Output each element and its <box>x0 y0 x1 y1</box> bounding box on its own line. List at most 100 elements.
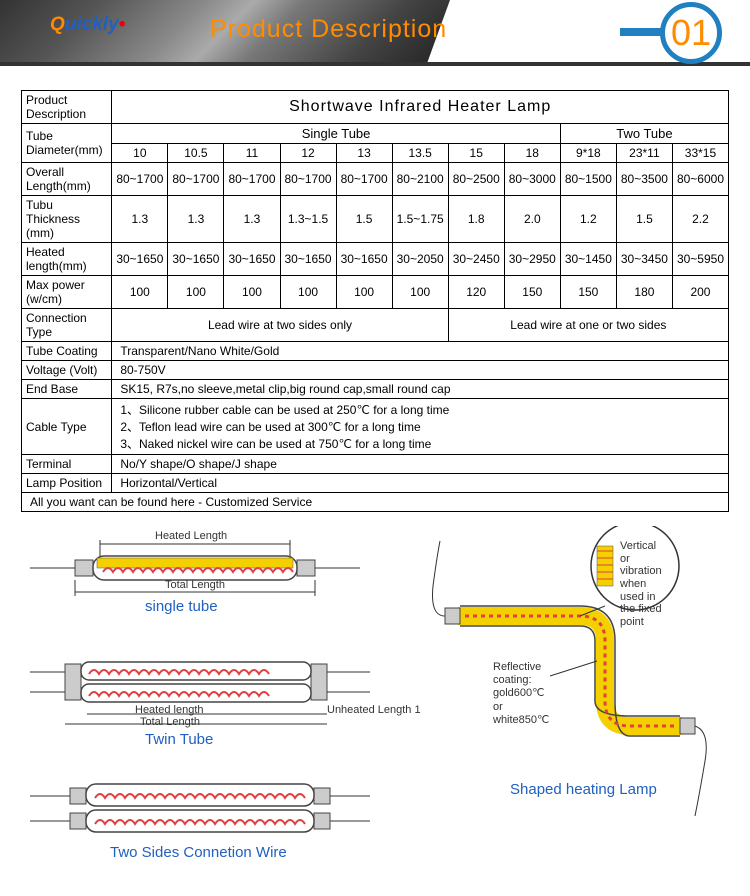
table-cell: 200 <box>672 276 728 309</box>
caption-single-tube: single tube <box>145 598 218 615</box>
table-cell: 30~2050 <box>392 243 448 276</box>
row-overall-length: Overall Length(mm) 80~1700 80~1700 80~17… <box>22 163 729 196</box>
label-heated-length2: Heated length <box>135 704 204 716</box>
number-bar <box>620 28 665 36</box>
table-cell: 100 <box>168 276 224 309</box>
label-total-length2: Total Length <box>140 716 200 728</box>
table-cell: 2.0 <box>504 196 560 243</box>
table-cell: 150 <box>504 276 560 309</box>
table-cell: 30~2450 <box>448 243 504 276</box>
table-cell: 1.5~1.75 <box>392 196 448 243</box>
caption-twin-tube: Twin Tube <box>145 731 213 748</box>
table-cell: Lead wire at one or two sides <box>448 309 728 342</box>
table-cell: 80~3500 <box>616 163 672 196</box>
table-cell: 13 <box>336 144 392 163</box>
cell-single-tube: Single Tube <box>112 124 561 144</box>
note-reflective: Reflective coating: gold600℃ or white850… <box>493 661 549 727</box>
table-cell: 30~1450 <box>560 243 616 276</box>
note-vertical: Vertical or vibration when used in the f… <box>620 540 662 628</box>
table-cell: 80~1700 <box>224 163 280 196</box>
table-cell: Max power (w/cm) <box>22 276 112 309</box>
row-conn-type: Connection Type Lead wire at two sides o… <box>22 309 729 342</box>
table-cell: 30~5950 <box>672 243 728 276</box>
table-cell: 100 <box>112 276 168 309</box>
row-tube-thick: Tubu Thickness (mm) 1.3 1.3 1.3 1.3~1.5 … <box>22 196 729 243</box>
label-total-length: Total Length <box>165 579 225 591</box>
table-cell: 30~1650 <box>168 243 224 276</box>
caption-two-sides: Two Sides Connetion Wire <box>110 844 287 861</box>
table-cell: Lamp Position <box>22 474 112 493</box>
table-cell: Horizontal/Vertical <box>112 474 729 493</box>
row-tube-coating: Tube Coating Transparent/Nano White/Gold <box>22 342 729 361</box>
logo: Quickly• <box>50 14 125 36</box>
table-cell: Tube Coating <box>22 342 112 361</box>
table-cell: 1、Silicone rubber cable can be used at 2… <box>112 399 729 455</box>
table-cell: 1.8 <box>448 196 504 243</box>
cell-two-tube: Two Tube <box>560 124 728 144</box>
table-cell: Transparent/Nano White/Gold <box>112 342 729 361</box>
diagram-single-tube: Heated Length Total Length single tube <box>25 526 365 616</box>
table-cell: 30~1650 <box>336 243 392 276</box>
diagrams-area: Heated Length Total Length single tube H… <box>15 526 735 896</box>
table-cell: 2.2 <box>672 196 728 243</box>
table-cell: Lead wire at two sides only <box>112 309 448 342</box>
caption-shaped: Shaped heating Lamp <box>510 781 657 798</box>
diagram-shaped-lamp: Vertical or vibration when used in the f… <box>425 526 725 841</box>
table-cell: 80~2100 <box>392 163 448 196</box>
page-title: Product Description <box>210 15 447 44</box>
table-cell: SK15, R7s,no sleeve,metal clip,big round… <box>112 380 729 399</box>
label-heated-length: Heated Length <box>155 530 227 542</box>
table-cell: 18 <box>504 144 560 163</box>
table-cell: Voltage (Volt) <box>22 361 112 380</box>
table-cell: 30~1650 <box>112 243 168 276</box>
row-endbase: End Base SK15, R7s,no sleeve,metal clip,… <box>22 380 729 399</box>
table-cell: 33*15 <box>672 144 728 163</box>
table-cell: 30~3450 <box>616 243 672 276</box>
header-banner: Quickly• Product Description 01 <box>0 0 750 72</box>
table-cell: 180 <box>616 276 672 309</box>
table-cell: 120 <box>448 276 504 309</box>
label-unheated: Unheated Length 1 <box>327 704 421 716</box>
table-cell: 80~1700 <box>168 163 224 196</box>
table-cell: No/Y shape/O shape/J shape <box>112 455 729 474</box>
table-cell: 12 <box>280 144 336 163</box>
table-cell: Overall Length(mm) <box>22 163 112 196</box>
table-cell: 1.3~1.5 <box>280 196 336 243</box>
row-heated-len: Heated length(mm) 30~1650 30~1650 30~165… <box>22 243 729 276</box>
table-cell: 150 <box>560 276 616 309</box>
table-cell: Heated length(mm) <box>22 243 112 276</box>
table-cell: 10 <box>112 144 168 163</box>
table-cell: 80~2500 <box>448 163 504 196</box>
row-lamp-pos: Lamp Position Horizontal/Vertical <box>22 474 729 493</box>
table-cell: 100 <box>336 276 392 309</box>
table-cell: Connection Type <box>22 309 112 342</box>
table-cell: 100 <box>224 276 280 309</box>
table-cell: 80~6000 <box>672 163 728 196</box>
table-cell: 100 <box>392 276 448 309</box>
table-cell: All you want can be found here - Customi… <box>22 493 729 512</box>
row-cable: Cable Type 1、Silicone rubber cable can b… <box>22 399 729 455</box>
table-cell: 30~1650 <box>280 243 336 276</box>
row-terminal: Terminal No/Y shape/O shape/J shape <box>22 455 729 474</box>
cell-product-desc-label: Product Description <box>22 91 112 124</box>
table-cell: 80~3000 <box>504 163 560 196</box>
number-circle: 01 <box>660 2 722 64</box>
table-cell: 13.5 <box>392 144 448 163</box>
spec-table: Product Description Shortwave Infrared H… <box>21 90 729 512</box>
table-cell: 9*18 <box>560 144 616 163</box>
table-cell: 100 <box>280 276 336 309</box>
table-cell: 1.5 <box>616 196 672 243</box>
row-max-power: Max power (w/cm) 100 100 100 100 100 100… <box>22 276 729 309</box>
cell-tube-dia-label: Tube Diameter(mm) <box>22 124 112 163</box>
table-cell: 23*11 <box>616 144 672 163</box>
diagram-twin-tube: Heated length Total Length Unheated Leng… <box>25 636 425 736</box>
row-footer: All you want can be found here - Customi… <box>22 493 729 512</box>
table-cell: 80~1700 <box>112 163 168 196</box>
table-cell: Terminal <box>22 455 112 474</box>
table-cell: 30~2950 <box>504 243 560 276</box>
logo-rest: uickly <box>65 14 119 35</box>
table-cell: 10.5 <box>168 144 224 163</box>
row-voltage: Voltage (Volt) 80-750V <box>22 361 729 380</box>
table-cell: 1.2 <box>560 196 616 243</box>
cell-product-title: Shortwave Infrared Heater Lamp <box>112 91 729 124</box>
